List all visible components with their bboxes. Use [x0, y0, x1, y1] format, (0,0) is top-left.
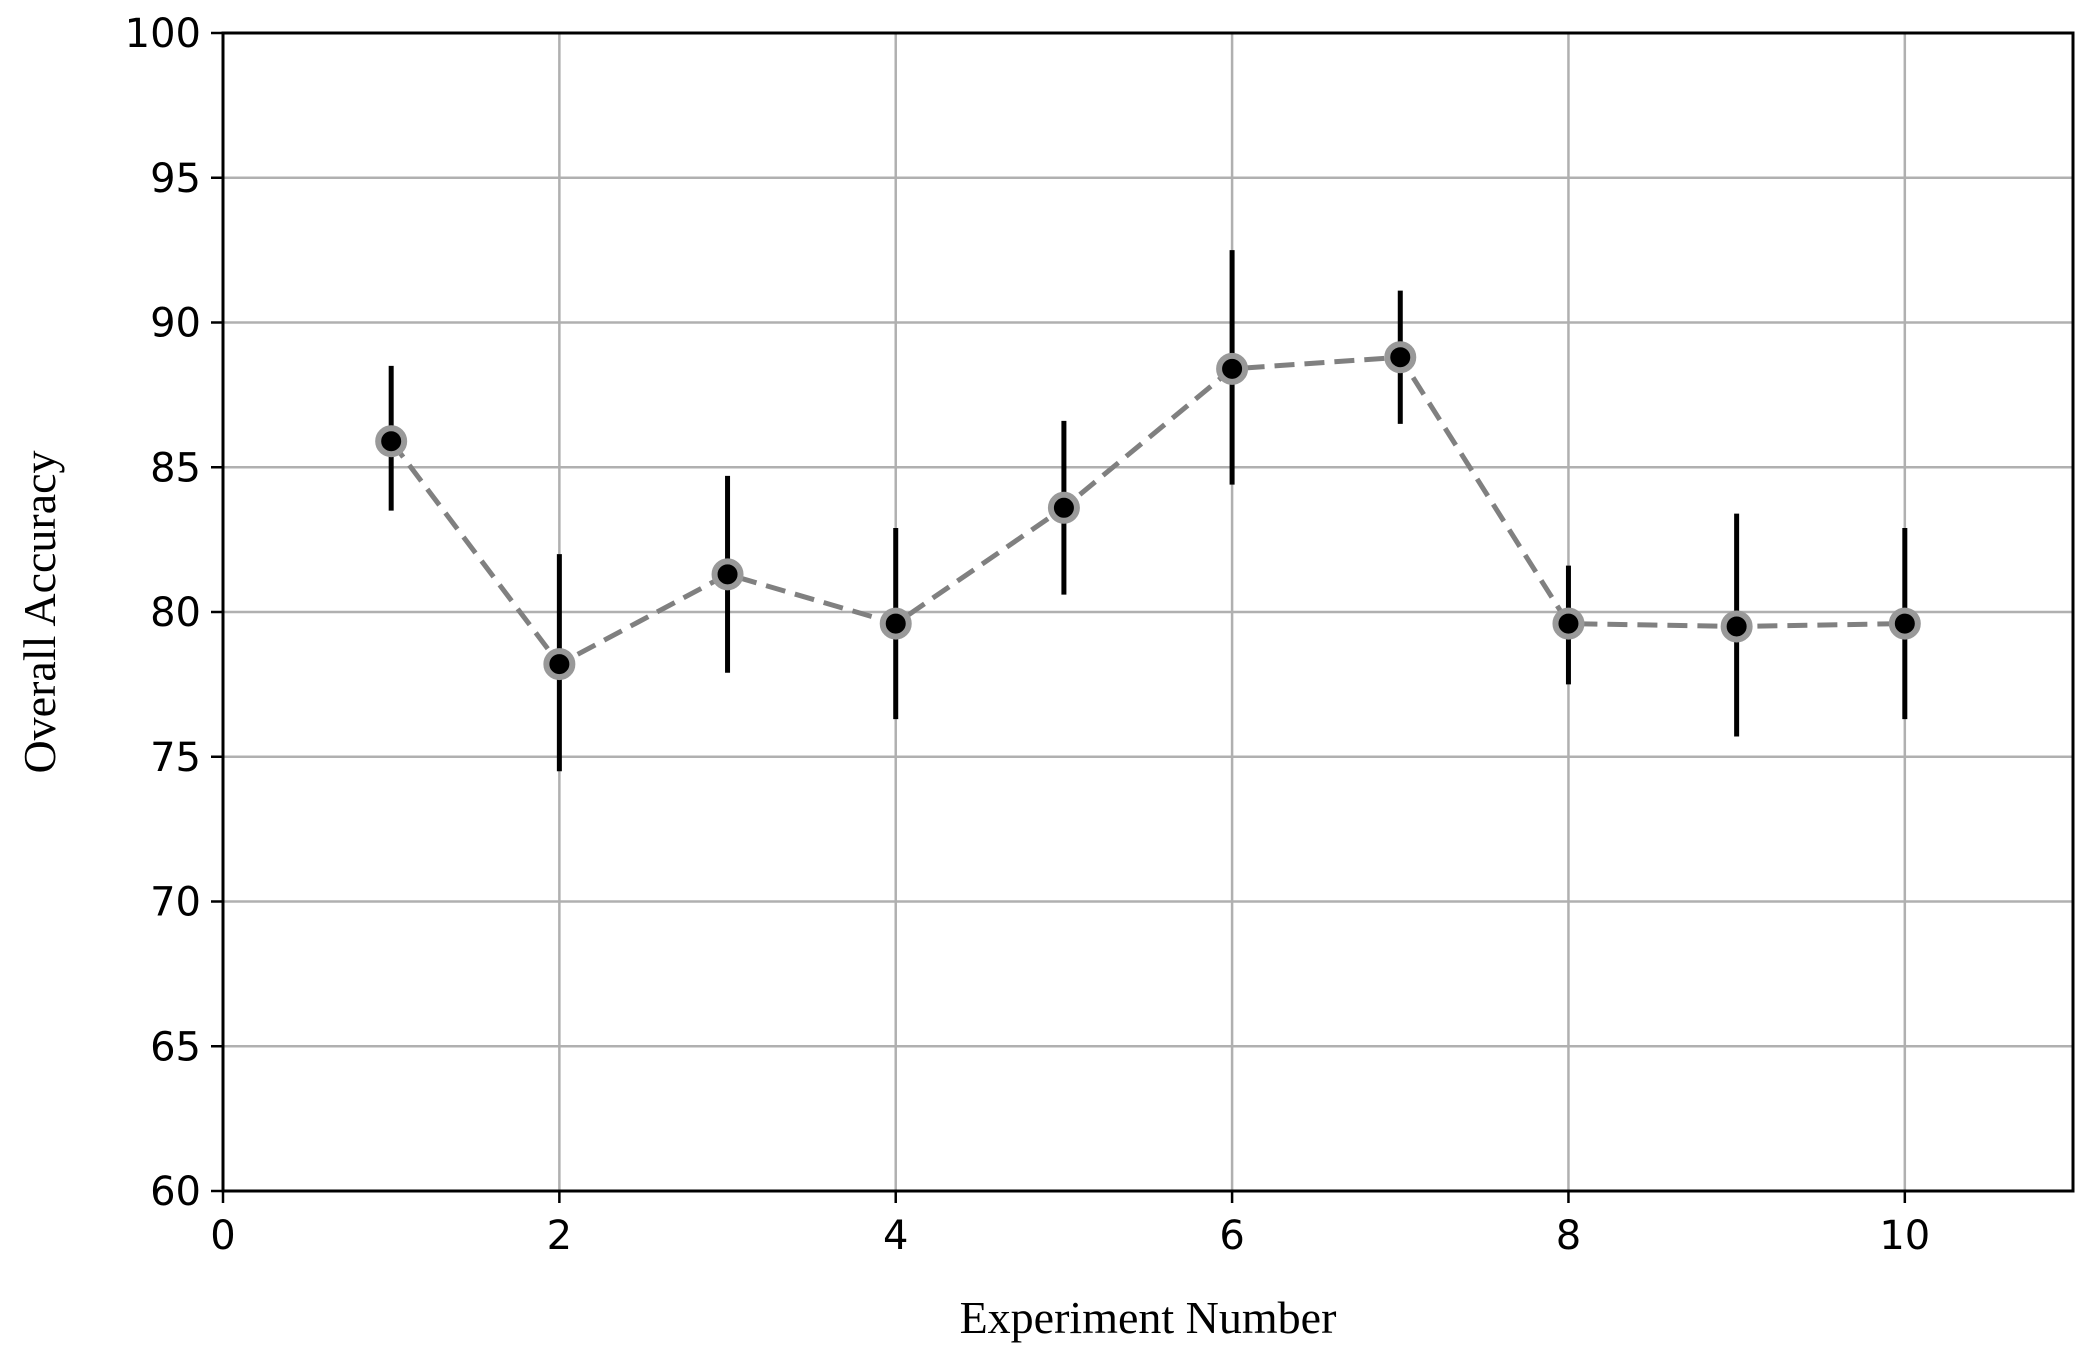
data-point — [1888, 607, 1921, 640]
y-tick-label: 85 — [150, 445, 201, 491]
data-point — [1047, 491, 1080, 524]
x-tick-label: 4 — [883, 1213, 908, 1259]
y-tick-label: 95 — [150, 156, 201, 202]
y-tick-label: 90 — [150, 301, 201, 347]
x-tick-label: 2 — [547, 1213, 572, 1259]
y-tick-label: 70 — [150, 880, 201, 926]
y-tick-label: 100 — [125, 11, 201, 57]
x-tick-label: 10 — [1879, 1213, 1930, 1259]
y-tick-label: 80 — [150, 590, 201, 636]
data-series — [375, 250, 1921, 772]
data-point — [543, 648, 576, 681]
y-tick-label: 65 — [150, 1024, 201, 1070]
data-point — [375, 425, 408, 458]
axis-ticks: 60 65 70 75 80 85 90 95 100 0 2 4 6 8 10 — [125, 11, 1931, 1259]
x-tick-label: 8 — [1556, 1213, 1581, 1259]
data-point — [1552, 607, 1585, 640]
x-tick-label: 0 — [210, 1213, 235, 1259]
data-point — [711, 558, 744, 591]
y-tick-label: 75 — [150, 735, 201, 781]
series-line — [389, 354, 1905, 668]
y-tick-label: 60 — [150, 1169, 201, 1215]
x-axis-title: Experiment Number — [960, 1292, 1337, 1343]
data-point — [1216, 352, 1249, 385]
y-axis-title: Overall Accuracy — [14, 450, 65, 773]
data-point — [1720, 610, 1753, 643]
data-point — [1384, 341, 1417, 374]
x-tick-label: 6 — [1219, 1213, 1244, 1259]
grid — [221, 31, 2073, 1193]
data-point — [879, 607, 912, 640]
